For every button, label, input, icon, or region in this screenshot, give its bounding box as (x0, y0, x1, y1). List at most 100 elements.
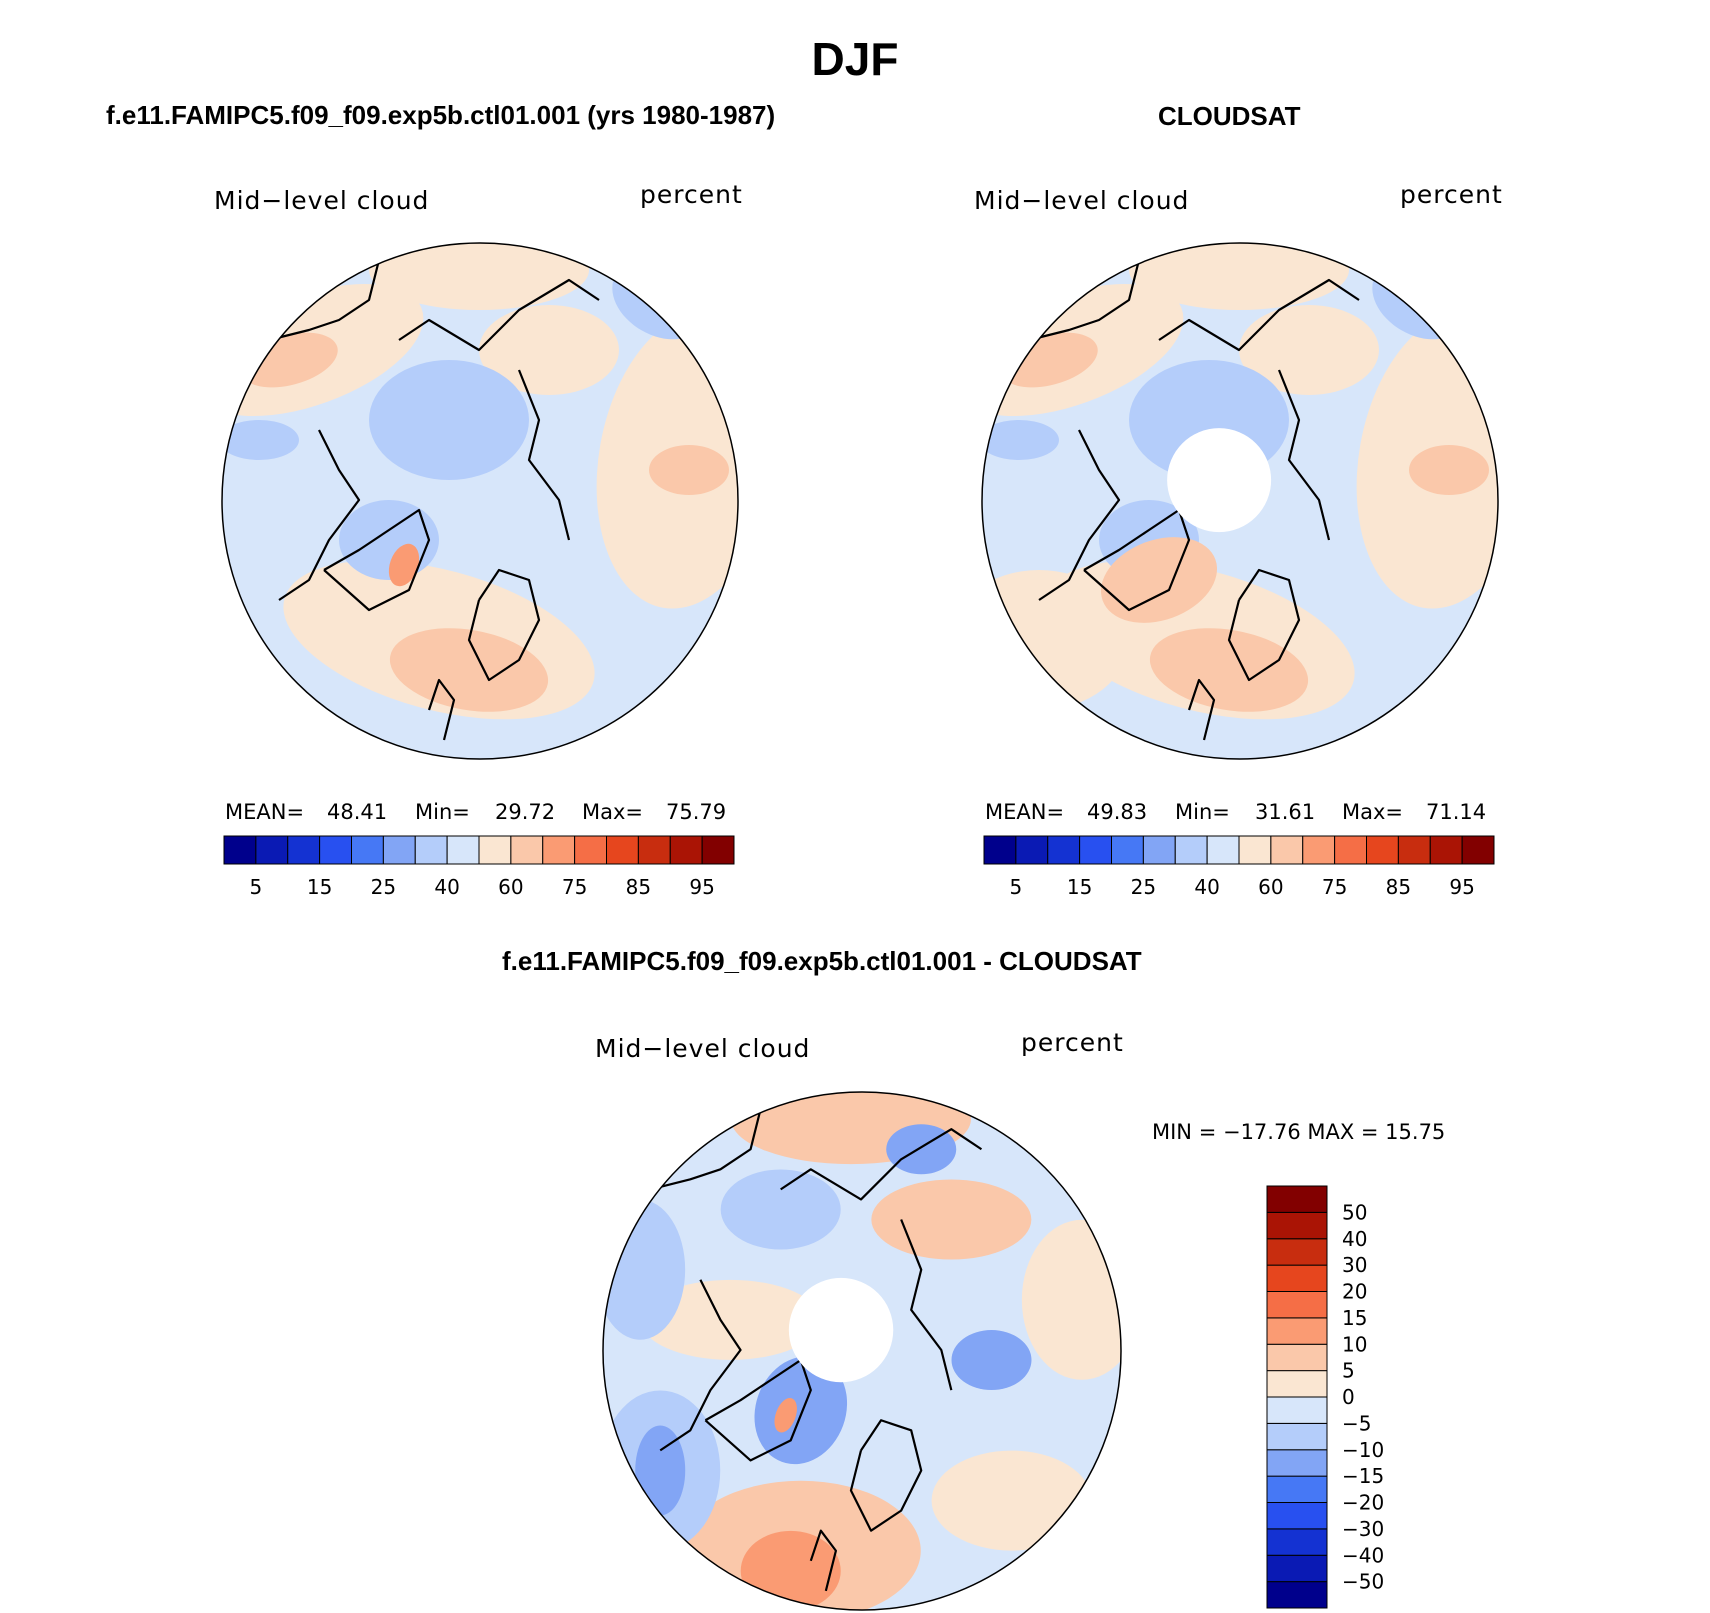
field-region (982, 420, 1059, 460)
field-region (740, 1530, 841, 1610)
figure-title: DJF (811, 33, 899, 85)
colorbar-swatch (1266, 1238, 1328, 1266)
field-region (388, 543, 420, 587)
panel-2-mean-value: 49.83 (1087, 800, 1148, 824)
colorbar-swatch (1266, 1581, 1328, 1609)
coastline-siberia (1158, 278, 1360, 352)
coastline-siberia (398, 278, 600, 352)
coastline-british-isles (809, 1529, 837, 1592)
colorbar-tick-label: −20 (1342, 1491, 1384, 1515)
colorbar-tick-label: 95 (689, 875, 714, 899)
panel-2-max-value: 71.14 (1426, 800, 1487, 824)
colorbar-tick-label: 85 (1386, 875, 1411, 899)
coastline-scandinavia (1227, 568, 1301, 682)
colorbar-swatch (701, 835, 735, 865)
colorbar-swatch (351, 835, 384, 865)
colorbar-swatch (1266, 1370, 1328, 1398)
field-region (871, 1179, 1032, 1260)
panel-1-mean-value: 48.41 (327, 800, 388, 824)
field-region (1100, 537, 1218, 623)
colorbar-tick-label: 15 (307, 875, 332, 899)
colorbar-swatch (319, 835, 352, 865)
field-region (369, 243, 589, 310)
map-field (222, 243, 738, 759)
field-region (774, 1397, 797, 1433)
panel-1-min-value: 29.72 (495, 800, 556, 824)
colorbar-swatch (1366, 835, 1399, 865)
colorbar-swatch (1334, 835, 1367, 865)
colorbar-tick-label: −50 (1342, 1570, 1384, 1594)
coastline-british-isles (1187, 678, 1216, 741)
colorbar-tick-label: 40 (1342, 1227, 1367, 1251)
colorbar-tick-label: 10 (1342, 1332, 1367, 1356)
colorbar-swatch (1266, 1317, 1328, 1345)
colorbar-swatch (478, 835, 512, 865)
colorbar-swatch (1142, 835, 1176, 865)
colorbar-swatch (637, 835, 671, 865)
panel-1-min-label: Min= (415, 800, 470, 824)
panel-1-colorbar: 5 15 25 40 60 75 85 95 (223, 835, 735, 899)
field-region (635, 1425, 686, 1516)
colorbar-swatch (1206, 835, 1240, 865)
colorbar-swatch (1266, 1449, 1328, 1477)
coastline-russia (900, 1219, 953, 1391)
colorbar-swatch (223, 835, 257, 865)
panel-1-max-value: 75.79 (666, 800, 727, 824)
colorbar-tick-label: 50 (1342, 1200, 1367, 1224)
panel-2-min-label: Min= (1175, 800, 1230, 824)
field-region (369, 360, 529, 480)
field-region (720, 1169, 841, 1250)
panel-3-title: f.e11.FAMIPC5.f09_f09.exp5b.ctl01.001 - … (502, 946, 1142, 976)
coastline-alaska (268, 259, 381, 342)
panel-2-variable-label: Mid−level cloud (974, 186, 1190, 215)
colorbar-swatch (1266, 1475, 1328, 1503)
coastline-scandinavia (849, 1419, 923, 1532)
field-region (479, 305, 619, 395)
coastline-alaska (649, 1108, 762, 1191)
colorbar-tick-label: 5 (1342, 1359, 1355, 1383)
coastline-greenland (323, 508, 431, 612)
colorbar-tick-label: 25 (371, 875, 396, 899)
coastline-greenland (704, 1358, 812, 1462)
colorbar-tick-label: 5 (250, 875, 263, 899)
colorbar-swatch (1461, 835, 1495, 865)
colorbar-tick-label: 20 (1342, 1280, 1367, 1304)
colorbar-swatch (510, 835, 544, 865)
colorbar-tick-label: 40 (1194, 875, 1219, 899)
colorbar-tick-label: −30 (1342, 1517, 1384, 1541)
colorbar-swatch (1266, 1396, 1328, 1424)
colorbar-swatch (1429, 835, 1463, 865)
colorbar-tick-label: 15 (1067, 875, 1092, 899)
field-region (951, 1330, 1032, 1391)
coastline-canada (1038, 429, 1121, 601)
coastline-british-isles (427, 678, 456, 741)
colorbar-tick-label: 25 (1131, 875, 1156, 899)
panel-2-mean-label: MEAN= (985, 800, 1065, 824)
panel-1-title: f.e11.FAMIPC5.f09_f09.exp5b.ctl01.001 (y… (106, 100, 776, 130)
coastline-greenland (1083, 508, 1191, 612)
colorbar-swatch (1266, 1291, 1328, 1319)
colorbar-swatch (1266, 1422, 1328, 1451)
panel-2-colorbar: 5 15 25 40 60 75 85 95 (983, 835, 1495, 899)
panel-3-units-label: percent (1021, 1028, 1124, 1057)
field-region (649, 445, 729, 495)
colorbar-tick-label: 75 (562, 875, 587, 899)
missing-data-polar-cap (788, 1277, 894, 1383)
field-region (640, 1279, 821, 1360)
panel-3-polar-map (602, 1091, 1122, 1611)
panel-3-variable-label: Mid−level cloud (595, 1034, 811, 1063)
field-region (339, 500, 439, 580)
panel-2-title: CLOUDSAT (1158, 101, 1301, 131)
colorbar-tick-label: 0 (1342, 1385, 1355, 1409)
colorbar-swatch (1047, 835, 1081, 865)
colorbar-tick-label: 5 (1010, 875, 1023, 899)
coastline-canada (278, 429, 361, 601)
coastline-canada (659, 1279, 742, 1452)
colorbar-swatch (1111, 835, 1144, 865)
colorbar-tick-label: 85 (626, 875, 651, 899)
coastline-scandinavia (467, 568, 541, 682)
field-region (1129, 243, 1349, 310)
field-region (931, 1450, 1092, 1551)
colorbar-swatch (1015, 835, 1049, 865)
panel-3-min-max-stats: MIN = −17.76 MAX = 15.75 (1152, 1120, 1446, 1144)
